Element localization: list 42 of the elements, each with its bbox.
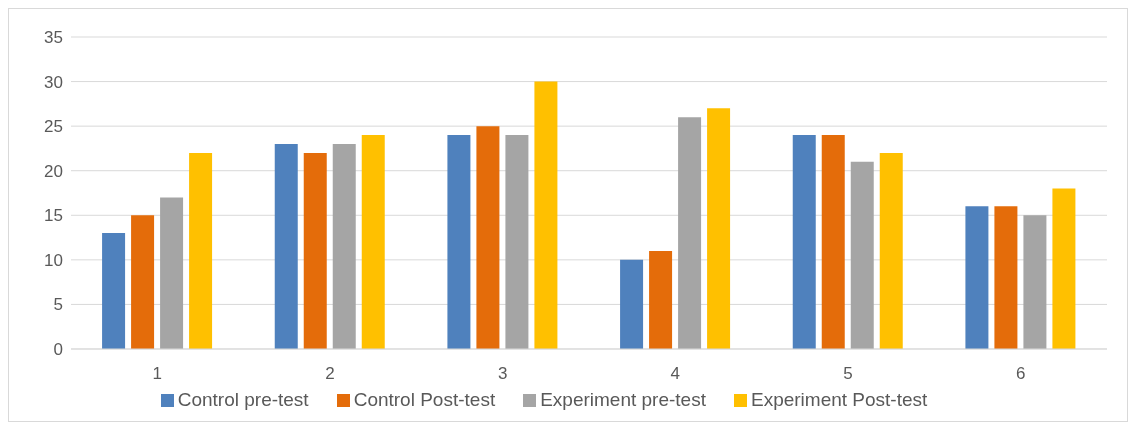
bar <box>303 152 327 349</box>
y-tick-label: 35 <box>44 28 63 48</box>
bar <box>131 215 155 349</box>
bar <box>505 135 529 349</box>
bar <box>447 135 471 349</box>
bar <box>707 108 731 349</box>
bar <box>534 81 558 349</box>
x-tick-label: 2 <box>325 364 335 384</box>
y-tick-label: 0 <box>53 340 63 360</box>
bar <box>994 206 1018 349</box>
y-tick-label: 20 <box>44 161 63 181</box>
y-tick-label: 25 <box>44 117 63 137</box>
bar <box>678 117 702 349</box>
bar <box>850 161 874 349</box>
y-tick-label: 30 <box>44 72 63 92</box>
bar <box>361 135 385 349</box>
x-tick-label: 1 <box>152 364 163 384</box>
bar <box>160 197 184 349</box>
bar <box>965 206 989 349</box>
bar <box>1052 188 1076 349</box>
legend-label: Control pre-test <box>177 389 309 410</box>
legend-label: Experiment Post-test <box>750 389 928 410</box>
bar <box>189 152 213 349</box>
legend-label: Control Post-test <box>353 389 496 410</box>
bar <box>879 152 903 349</box>
y-tick-label: 10 <box>44 250 63 270</box>
bar <box>792 135 816 349</box>
bar <box>649 250 673 349</box>
bar <box>102 233 126 349</box>
bar <box>274 143 298 349</box>
y-tick-label: 15 <box>44 206 63 226</box>
bar <box>332 143 356 349</box>
bar <box>476 126 500 349</box>
y-tick-label: 5 <box>53 295 63 315</box>
x-tick-label: 5 <box>843 364 853 384</box>
legend-label: Experiment pre-test <box>540 389 706 410</box>
x-tick-label: 6 <box>1015 364 1026 384</box>
x-tick-label: 3 <box>497 364 508 384</box>
bar <box>821 135 845 349</box>
bar <box>620 259 644 349</box>
bar <box>1023 215 1047 349</box>
x-tick-label: 4 <box>670 364 681 384</box>
